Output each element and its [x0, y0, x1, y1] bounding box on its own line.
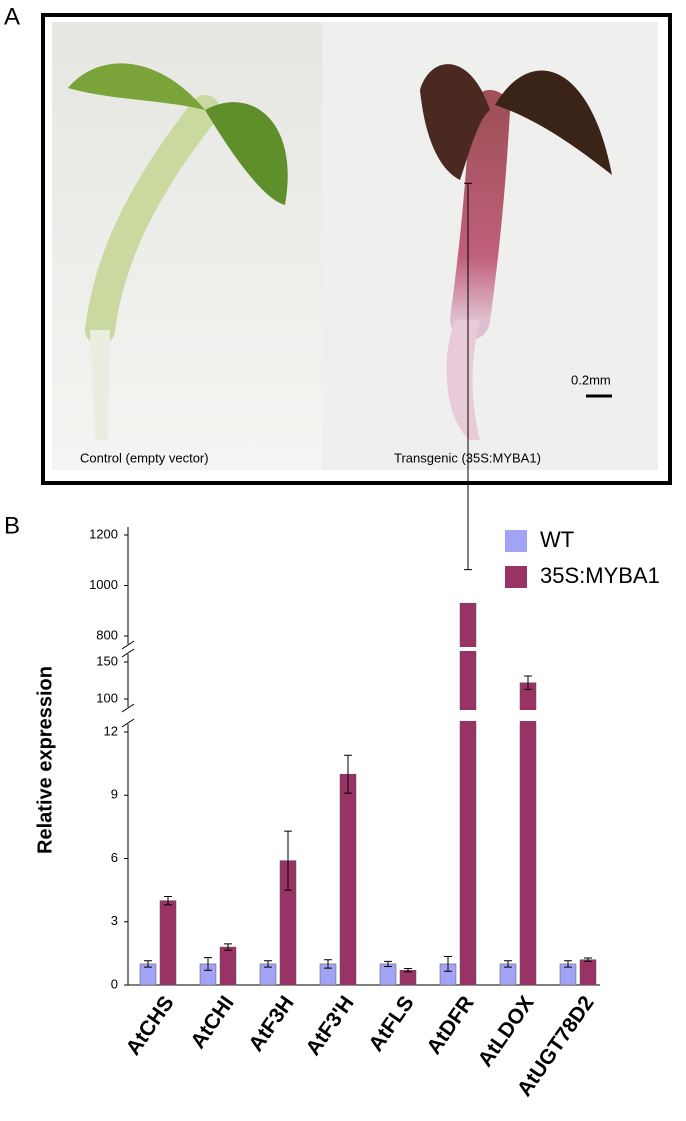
x-tick-label: AtCHS: [122, 992, 179, 1060]
error-bar: [584, 957, 592, 962]
x-tick-label: AtF3'H: [301, 992, 358, 1060]
seedling-control: [68, 63, 288, 440]
bar: [579, 959, 597, 986]
x-tick-label: AtFLS: [364, 992, 418, 1056]
panel-label: A: [4, 3, 20, 30]
axis-break: [121, 703, 135, 728]
x-tick-label: AtDFR: [422, 992, 478, 1059]
y-tick-label: 1000: [89, 577, 118, 592]
axis-break-gap: [132, 710, 612, 721]
error-bar: [344, 754, 352, 794]
legend-swatch: [505, 566, 527, 588]
caption: Transgenic (35S:MYBA1): [394, 450, 541, 465]
x-tick-label: AtCHI: [186, 992, 238, 1053]
caption: Control (empty vector): [80, 450, 209, 465]
bar: [459, 602, 477, 986]
panel-label: B: [4, 512, 20, 539]
y-tick-label: 9: [111, 787, 118, 802]
y-axis-title: Relative expression: [34, 666, 56, 854]
error-bar: [144, 960, 152, 968]
y-tick-label: 12: [104, 723, 118, 738]
axis-break: [121, 640, 135, 658]
bar: [519, 682, 537, 986]
y-tick-label: 1200: [89, 526, 118, 541]
error-bar: [264, 960, 272, 968]
y-tick-label: 100: [96, 690, 118, 705]
bar: [399, 969, 417, 986]
bar: [159, 900, 177, 986]
legend-label: WT: [540, 527, 574, 552]
error-bar: [284, 830, 292, 891]
x-tick-label: AtLDOX: [474, 992, 539, 1071]
bar: [339, 773, 357, 986]
error-bar: [404, 968, 412, 973]
y-tick-label: 6: [111, 850, 118, 865]
error-bar: [444, 956, 452, 972]
bar: [219, 946, 237, 986]
scale-bar-label: 0.2mm: [571, 372, 611, 387]
error-bar: [384, 960, 392, 967]
x-tick-label: AtF3H: [244, 992, 298, 1056]
y-tick-label: 3: [111, 913, 118, 928]
error-bar: [564, 960, 572, 968]
error-bar: [524, 675, 532, 690]
axis-break-gap: [132, 647, 612, 651]
error-bar: [464, 182, 472, 571]
seedling-transgenic: [420, 64, 612, 440]
y-tick-label: 800: [96, 627, 118, 642]
error-bar: [224, 943, 232, 951]
error-bar: [324, 959, 332, 969]
legend-label: 35S:MYBA1: [540, 563, 660, 588]
y-tick-label: 150: [96, 653, 118, 668]
y-tick-label: 0: [111, 976, 118, 991]
error-bar: [504, 960, 512, 968]
bar: [379, 963, 397, 986]
legend-swatch: [505, 530, 527, 552]
error-bar: [164, 895, 172, 906]
error-bar: [204, 957, 212, 971]
